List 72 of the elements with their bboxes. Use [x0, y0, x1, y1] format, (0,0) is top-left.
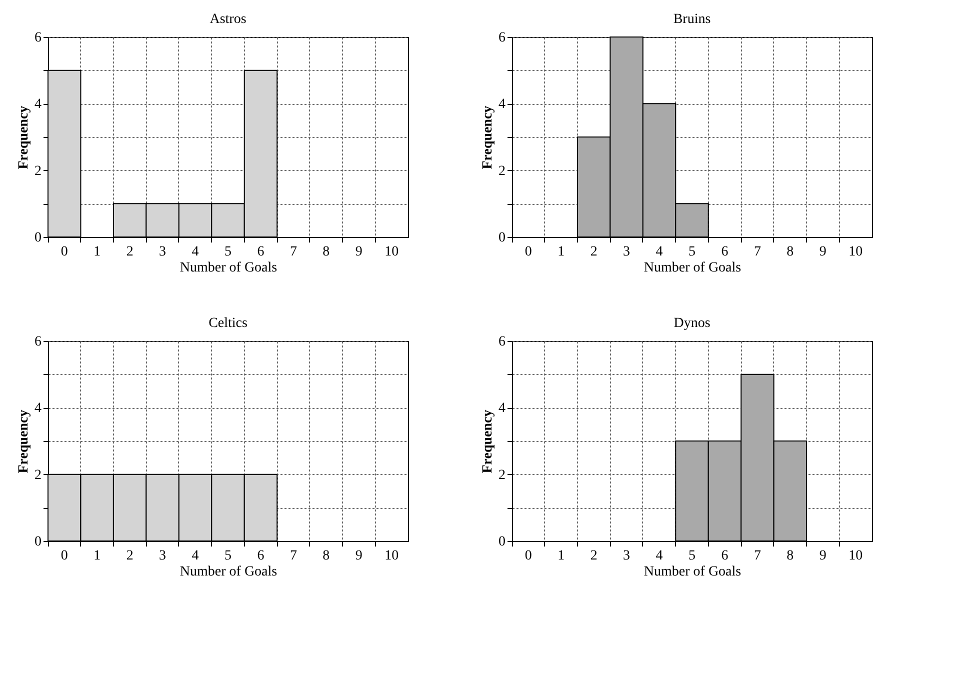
- y-tick-label: 6: [498, 30, 506, 46]
- y-tick-label: 6: [498, 334, 506, 350]
- x-tick-label: 0: [60, 244, 68, 260]
- y-tick-label: 4: [34, 401, 42, 416]
- chart-title: Dynos: [674, 316, 710, 331]
- y-tick-label: 4: [498, 401, 506, 416]
- y-tick-label: 0: [34, 230, 42, 246]
- x-tick-label: 7: [290, 548, 297, 564]
- x-axis-title: Number of Goals: [644, 260, 742, 276]
- x-tick-label: 7: [290, 244, 297, 260]
- x-axis-title: Number of Goals: [644, 564, 742, 580]
- x-axis-title: Number of Goals: [180, 260, 278, 276]
- x-tick-label: 4: [656, 548, 663, 564]
- x-tick-label: 10: [848, 548, 863, 564]
- x-tick-label: 1: [558, 244, 565, 260]
- x-tick-label: 2: [590, 548, 598, 564]
- x-tick-label: 10: [848, 244, 863, 260]
- x-tick-label: 1: [558, 548, 565, 564]
- x-tick-label: 10: [384, 244, 399, 260]
- x-tick-label: 5: [224, 548, 232, 564]
- x-tick-label: 8: [786, 548, 794, 564]
- x-tick-label: 6: [257, 244, 264, 260]
- y-axis-title: Frequency: [16, 106, 32, 170]
- x-tick-label: 9: [819, 548, 826, 564]
- x-tick-label: 3: [623, 244, 630, 260]
- y-tick-label: 0: [498, 230, 506, 246]
- y-tick-label: 6: [34, 334, 42, 350]
- y-tick-label: 4: [34, 97, 42, 112]
- y-axis-title: Frequency: [480, 106, 496, 170]
- y-tick-label: 2: [34, 164, 42, 179]
- x-tick-label: 5: [688, 244, 696, 260]
- x-tick-label: 0: [524, 244, 532, 260]
- x-tick-label: 7: [754, 244, 761, 260]
- x-tick-label: 5: [224, 244, 232, 260]
- x-tick-label: 7: [754, 548, 761, 564]
- chart-title: Bruins: [673, 12, 711, 27]
- y-tick-label: 0: [34, 534, 42, 550]
- y-axis-title: Frequency: [480, 410, 496, 474]
- x-tick-label: 8: [786, 244, 794, 260]
- y-tick-label: 2: [34, 468, 42, 483]
- x-tick-label: 3: [159, 548, 166, 564]
- x-tick-label: 6: [721, 548, 728, 564]
- y-tick-label: 0: [498, 534, 506, 550]
- x-tick-label: 4: [192, 244, 199, 260]
- x-tick-label: 9: [355, 244, 362, 260]
- x-tick-label: 6: [721, 244, 728, 260]
- x-tick-label: 1: [94, 548, 101, 564]
- x-tick-label: 4: [192, 548, 199, 564]
- x-tick-label: 2: [126, 548, 134, 564]
- x-tick-label: 4: [656, 244, 663, 260]
- y-tick-label: 4: [498, 97, 506, 112]
- y-tick-label: 6: [34, 30, 42, 46]
- x-tick-label: 6: [257, 548, 264, 564]
- x-tick-label: 0: [60, 548, 68, 564]
- chart-title: Celtics: [208, 316, 248, 331]
- x-tick-label: 9: [355, 548, 362, 564]
- y-tick-label: 2: [498, 468, 506, 483]
- x-tick-label: 3: [623, 548, 630, 564]
- y-axis-title: Frequency: [16, 410, 32, 474]
- x-tick-label: 2: [590, 244, 598, 260]
- chart-title: Astros: [210, 12, 246, 27]
- x-axis-title: Number of Goals: [180, 564, 278, 580]
- x-tick-label: 9: [819, 244, 826, 260]
- x-tick-label: 2: [126, 244, 134, 260]
- x-tick-label: 1: [94, 244, 101, 260]
- x-tick-label: 3: [159, 244, 166, 260]
- y-tick-label: 2: [498, 164, 506, 179]
- x-tick-label: 10: [384, 548, 399, 564]
- x-tick-label: 5: [688, 548, 696, 564]
- x-tick-label: 8: [322, 244, 330, 260]
- x-tick-label: 8: [322, 548, 330, 564]
- x-tick-label: 0: [524, 548, 532, 564]
